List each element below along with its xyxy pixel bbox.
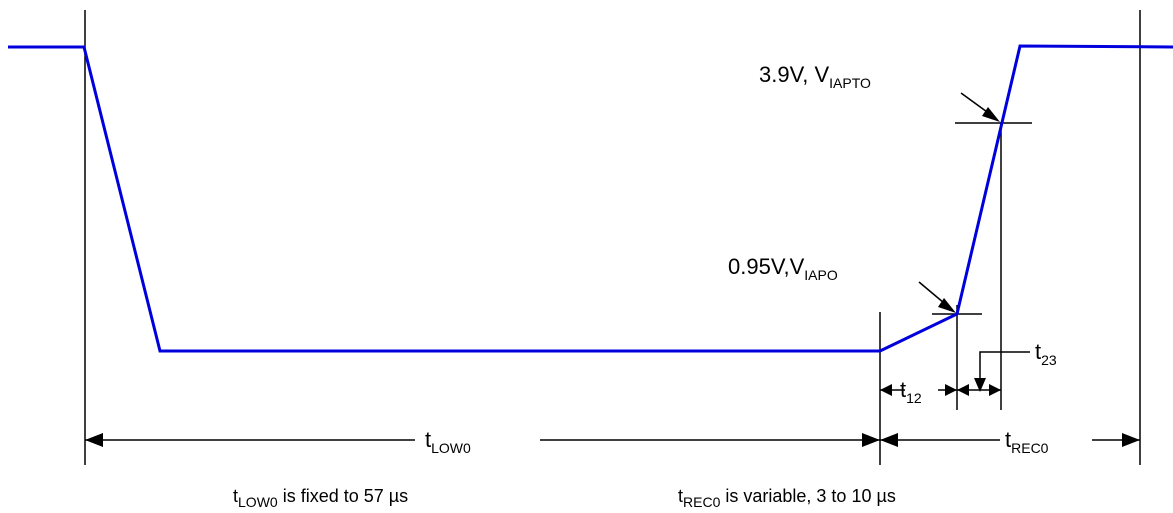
- iapo-pointer-arrowhead: [938, 298, 956, 313]
- label-v-iapo: 0.95V,VIAPO: [728, 254, 838, 283]
- tlow0-arrowhead-right: [862, 433, 880, 447]
- trec0-arrowhead-right: [1122, 433, 1140, 447]
- note-low0: tLOW0 is fixed to 57 µs: [233, 486, 408, 510]
- voltage-waveform: [8, 44, 1173, 353]
- label-t23: t23: [1035, 339, 1057, 368]
- tlow0-arrowhead-left: [85, 433, 103, 447]
- label-t12: t12: [900, 377, 922, 406]
- trec0-arrowhead-left: [880, 433, 898, 447]
- note-rec0: tREC0 is variable, 3 to 10 µs: [678, 486, 896, 510]
- t23-dim-arrowhead-left: [957, 384, 969, 396]
- t23-dim-arrowhead-right: [989, 384, 1001, 396]
- iapto-pointer-arrowhead: [982, 107, 1000, 122]
- label-t-rec0: tREC0: [1005, 427, 1049, 456]
- t12-arrowhead-right: [945, 384, 957, 396]
- label-v-iapto: 3.9V, VIAPTO: [759, 62, 871, 91]
- t12-arrowhead-left: [880, 384, 892, 396]
- label-t-low0: tLOW0: [425, 427, 471, 456]
- t23-arrowhead: [974, 378, 986, 392]
- t23-leader: [979, 351, 1030, 380]
